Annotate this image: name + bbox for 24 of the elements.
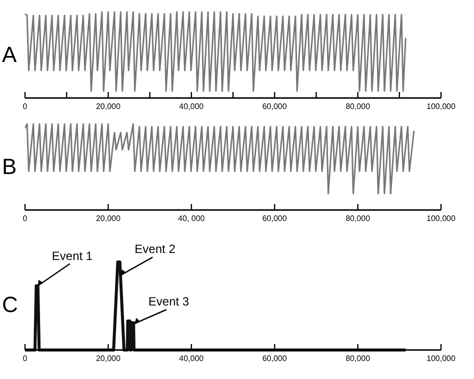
x-tick-label: 60,000 <box>262 214 288 223</box>
annotation: Event 2 <box>134 242 176 256</box>
x-tick-label: 0 <box>22 354 28 363</box>
x-tick-label: 40,000 <box>179 102 204 111</box>
annotation: Event 1 <box>52 248 93 263</box>
x-tick-label: 0 <box>22 214 28 223</box>
x-tick-label: 0 <box>22 102 28 111</box>
x-tick-label: 100,000 <box>426 354 456 363</box>
x-tick-label: 100,000 <box>426 214 456 223</box>
x-tick-label: 20,000 <box>96 354 121 363</box>
x-tick-label: 80,000 <box>346 102 371 111</box>
annotation: Event 3 <box>148 294 190 309</box>
x-tick-label: 60,000 <box>262 102 288 111</box>
x-tick-label: 80,000 <box>346 214 371 223</box>
x-tick-label: 60,000 <box>262 354 288 363</box>
text: B <box>2 154 17 180</box>
x-tick-label: 20,000 <box>96 102 121 111</box>
x-tick-label: 40, 000 <box>178 214 206 223</box>
x-tick-label: 100,000 <box>426 102 456 111</box>
x-tick-label: 20,000 <box>96 214 121 223</box>
x-tick-label: 40,000 <box>179 354 204 363</box>
text: A <box>2 42 17 68</box>
x-tick-label: 80,000 <box>346 354 371 363</box>
text: C <box>2 292 18 318</box>
